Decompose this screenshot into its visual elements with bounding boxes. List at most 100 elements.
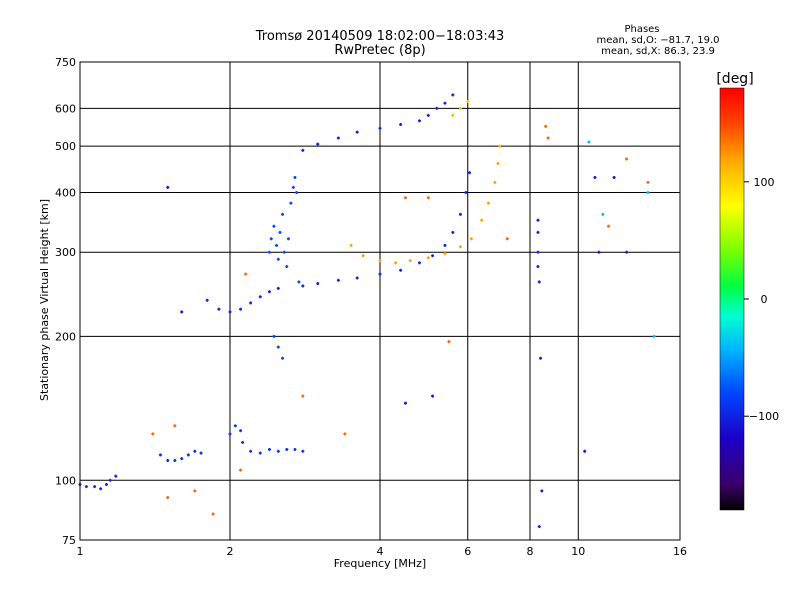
colorbar-tick-label: 100 [754, 176, 775, 189]
data-point [544, 124, 548, 128]
data-point [466, 100, 470, 104]
y-axis-label: Stationary phase Virtual Height [km] [38, 199, 51, 401]
data-point [239, 429, 243, 433]
data-point [458, 245, 462, 249]
data-point [301, 284, 305, 288]
data-point [426, 256, 430, 260]
data-point [297, 280, 301, 284]
data-point [646, 190, 650, 194]
x-tick-label: 1 [77, 545, 84, 558]
data-point [587, 140, 591, 144]
data-point [443, 252, 447, 256]
data-point [646, 180, 650, 184]
data-point [239, 307, 243, 311]
data-point [205, 298, 209, 302]
data-point [289, 201, 293, 205]
data-point [394, 261, 398, 265]
data-point [399, 123, 403, 127]
data-point [228, 432, 232, 436]
y-tick-label: 300 [55, 246, 76, 259]
stats-o-mode: mean, sd,O: −81.7, 19.0 [597, 35, 720, 46]
plot-frame [79, 61, 681, 541]
data-point [258, 451, 262, 455]
data-point [536, 265, 540, 269]
data-point [285, 447, 289, 451]
data-point [451, 93, 455, 97]
data-point [399, 268, 403, 272]
data-points [78, 93, 656, 529]
data-point [468, 171, 472, 175]
data-point [272, 224, 276, 228]
data-point [546, 136, 550, 140]
data-point [361, 254, 365, 258]
data-point [108, 478, 112, 482]
data-point [258, 295, 262, 299]
data-point [378, 272, 382, 276]
data-point [593, 175, 597, 179]
data-point [180, 310, 184, 314]
colorbar-tick-label: 0 [761, 293, 768, 306]
x-tick-label: 4 [377, 545, 384, 558]
data-point [607, 224, 611, 228]
data-point [597, 250, 601, 254]
data-point [536, 218, 540, 222]
data-point [447, 340, 451, 344]
data-point [186, 453, 190, 457]
data-point [403, 196, 407, 200]
data-point [458, 212, 462, 216]
phases-header: Phases [624, 24, 659, 35]
data-point [114, 474, 118, 478]
data-point [443, 243, 447, 247]
y-tick-label: 200 [55, 330, 76, 343]
data-point [281, 212, 285, 216]
data-point [355, 276, 359, 280]
data-point [625, 250, 629, 254]
data-point [291, 185, 295, 189]
data-point [286, 237, 290, 241]
data-point [295, 190, 299, 194]
x-tick-label: 2 [227, 545, 234, 558]
data-point [241, 440, 245, 444]
data-point [180, 457, 184, 461]
grid-lines [80, 62, 680, 540]
data-point [537, 280, 541, 284]
data-point [426, 113, 430, 117]
data-point [493, 180, 497, 184]
data-point [93, 485, 97, 489]
data-point [301, 148, 305, 152]
data-point [228, 310, 232, 314]
data-point [431, 254, 435, 258]
data-point [408, 259, 412, 263]
data-point [151, 432, 155, 436]
data-point [403, 401, 407, 405]
data-point [282, 250, 286, 254]
data-point [244, 272, 248, 276]
y-tick-label: 750 [55, 56, 76, 69]
data-point [505, 237, 509, 241]
data-point [267, 290, 271, 294]
chart-subtitle: RwPretec (8p) [334, 43, 425, 58]
data-point [431, 394, 435, 398]
data-point [458, 106, 462, 110]
data-point [217, 307, 221, 311]
data-point [540, 489, 544, 493]
y-tick-label: 100 [55, 474, 76, 487]
data-point [239, 468, 243, 472]
data-point [426, 196, 430, 200]
data-point [451, 113, 455, 117]
x-tick-label: 6 [464, 545, 471, 558]
y-tick-label: 400 [55, 186, 76, 199]
data-point [486, 201, 490, 205]
data-point [539, 356, 543, 360]
y-tick-label: 500 [55, 140, 76, 153]
colorbar-label: [deg] [716, 71, 753, 87]
data-point [293, 175, 297, 179]
data-point [378, 126, 382, 130]
data-point [601, 212, 605, 216]
x-tick-label: 10 [571, 545, 585, 558]
colorbar-ticks: 100 0 −100 [744, 176, 779, 423]
data-point [166, 496, 170, 500]
data-point [316, 142, 320, 146]
data-point [276, 449, 280, 453]
y-tick-label: 600 [55, 102, 76, 115]
